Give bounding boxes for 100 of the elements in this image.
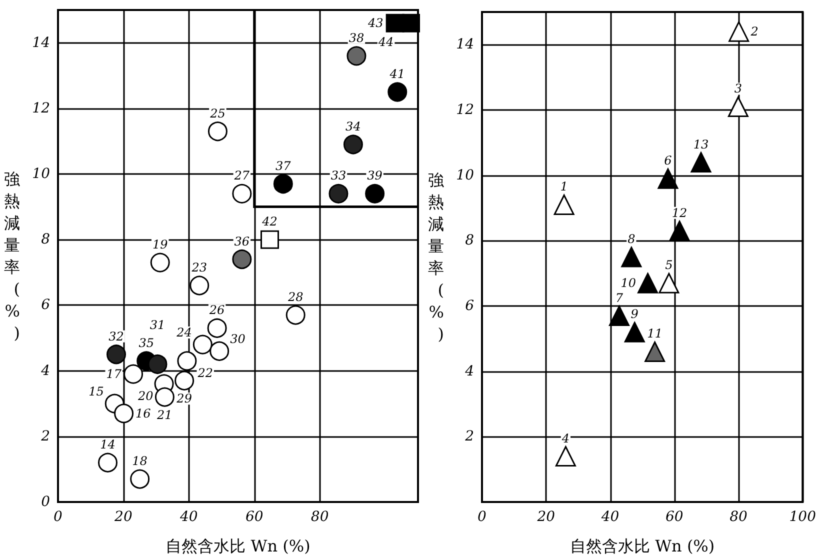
- x-tick-label: 100: [789, 509, 816, 525]
- point: [260, 230, 279, 249]
- y-tick-label: 10: [456, 167, 474, 184]
- annotation: 15: [88, 384, 104, 399]
- point: [232, 250, 252, 270]
- annotation: 44: [377, 35, 394, 50]
- annotation: 9: [630, 307, 639, 322]
- point: [174, 370, 194, 390]
- point: [554, 194, 574, 215]
- y-axis-title: 強熱減量率 (%): [4, 170, 20, 342]
- annotation: 37: [276, 158, 292, 173]
- y-tick-label: 14: [456, 36, 474, 53]
- y-tick-label: 8: [41, 232, 50, 248]
- y-tick-label: 14: [32, 34, 50, 51]
- y-tick-label: 10: [32, 166, 50, 182]
- annotation: 31: [150, 318, 166, 332]
- x-tick-label: 20: [536, 509, 556, 525]
- annotation: 3: [734, 82, 742, 96]
- annotation: 19: [152, 238, 168, 252]
- annotation: 13: [693, 137, 709, 152]
- point: [150, 252, 170, 272]
- point: [658, 168, 678, 189]
- y-tick-label: 4: [40, 362, 50, 379]
- point: [728, 96, 748, 117]
- x-axis-title: 自然含水比 Wn (%): [166, 536, 310, 556]
- annotation: 41: [388, 67, 406, 81]
- point: [148, 354, 168, 374]
- point: [106, 344, 126, 364]
- point: [343, 134, 363, 154]
- point: [644, 341, 666, 362]
- annotation: 17: [106, 367, 122, 382]
- annotation: 43: [367, 16, 384, 30]
- point: [690, 152, 712, 173]
- annotation: 12: [672, 206, 688, 220]
- point: [114, 404, 134, 424]
- annotation: 29: [176, 392, 192, 406]
- annotation: 42: [261, 214, 278, 229]
- x-tick-label: 40: [600, 509, 620, 525]
- annotation: 6: [664, 154, 672, 168]
- annotation: 39: [367, 168, 383, 183]
- y-tick-label: 8: [465, 232, 474, 249]
- x-tick-label: 60: [665, 509, 684, 525]
- point: [402, 14, 420, 32]
- point: [124, 364, 144, 384]
- point: [328, 184, 348, 204]
- annotation: 24: [176, 326, 192, 340]
- point: [232, 184, 252, 204]
- x-tick-label: 80: [730, 509, 748, 525]
- annotation: 38: [348, 30, 364, 45]
- point: [621, 246, 642, 268]
- point: [154, 387, 174, 407]
- point: [98, 452, 118, 472]
- annotation: 20: [136, 388, 154, 403]
- point: [669, 220, 690, 242]
- point: [190, 276, 210, 296]
- annotation: 34: [346, 119, 361, 134]
- x-tick-label: 60: [245, 509, 264, 525]
- annotation: 33: [330, 168, 346, 183]
- annotation: 30: [230, 332, 246, 346]
- annotation: 26: [208, 303, 226, 318]
- x-axis-title: 自然含水比 Wn (%): [570, 536, 715, 556]
- annotation: 10: [620, 276, 636, 290]
- point: [177, 351, 197, 371]
- point: [210, 341, 230, 361]
- x-tick-label: 40: [178, 509, 198, 525]
- annotation: 16: [136, 406, 152, 420]
- y-tick-label: 2: [40, 428, 50, 444]
- point: [658, 272, 680, 294]
- annotation: 11: [647, 326, 662, 341]
- x-tick-label: 0: [54, 509, 63, 525]
- point: [346, 46, 366, 66]
- point: [728, 21, 750, 42]
- x-tick-label: 0: [478, 509, 487, 525]
- annotation: 27: [233, 168, 250, 183]
- point: [624, 322, 645, 342]
- annotation: 22: [196, 366, 213, 380]
- annotation: 36: [234, 234, 250, 248]
- point: [208, 122, 228, 142]
- point: [273, 174, 293, 194]
- point: [207, 318, 227, 338]
- y-tick-label: 4: [464, 363, 474, 380]
- point: [192, 334, 212, 354]
- annotation: 21: [156, 408, 172, 422]
- point: [388, 82, 408, 102]
- annotation: 14: [100, 438, 116, 452]
- y-tick-label: 6: [465, 298, 474, 314]
- annotation: 7: [615, 290, 624, 305]
- annotation: 18: [132, 454, 148, 468]
- y-tick-label: 12: [32, 100, 50, 116]
- y-axis-title: 強熱減量率 (%): [428, 170, 444, 344]
- y-tick-label: 6: [41, 297, 50, 314]
- y-tick-label: 2: [464, 428, 474, 445]
- y-tick-label: 12: [456, 102, 474, 118]
- x-tick-label: 20: [114, 509, 132, 525]
- annotation: 2: [750, 24, 758, 39]
- y-tick-label: 0: [41, 494, 50, 510]
- annotation: 35: [138, 336, 154, 350]
- annotation: 5: [665, 258, 673, 272]
- point: [365, 184, 385, 204]
- x-tick-label: 80: [310, 509, 329, 525]
